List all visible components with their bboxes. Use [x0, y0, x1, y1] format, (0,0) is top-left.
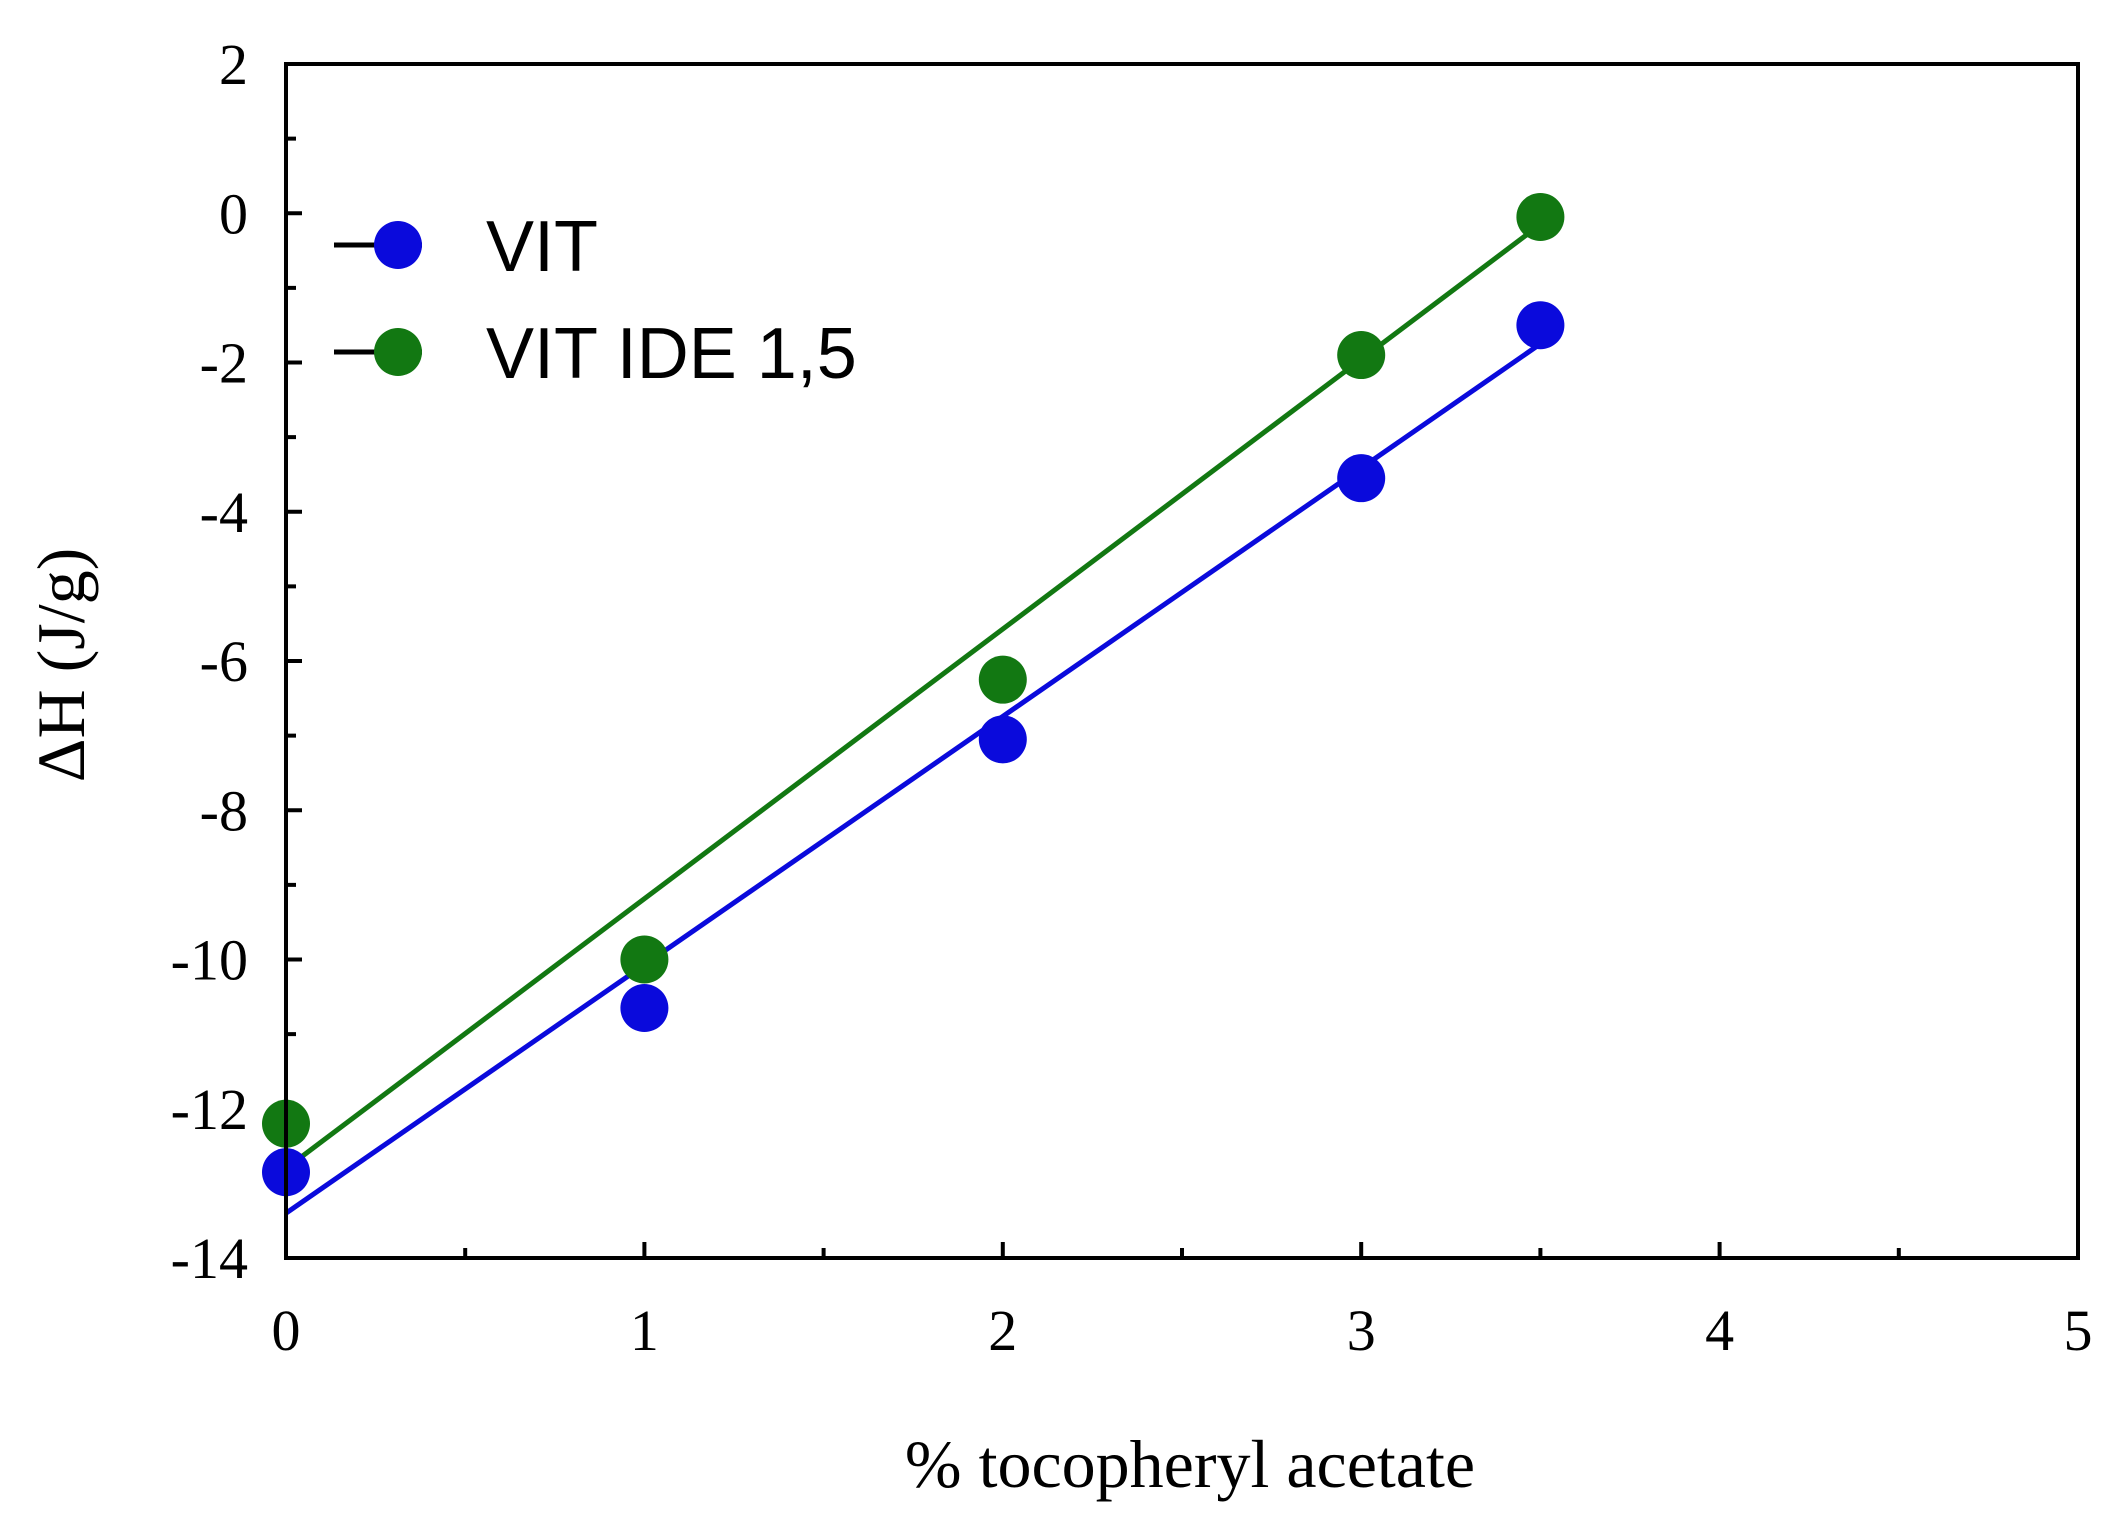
- y-tick-label: -8: [200, 778, 248, 843]
- legend-label-vit: VIT: [486, 207, 598, 287]
- y-tick-label: -6: [200, 629, 248, 694]
- x-tick-label: 1: [630, 1298, 659, 1363]
- y-tick-labels: -14 -12 -10 -8 -6 -4 -2 0 2: [171, 32, 248, 1291]
- x-tick-label: 4: [1705, 1298, 1734, 1363]
- data-point-series-1: [1516, 192, 1565, 241]
- x-tick-label: 3: [1347, 1298, 1376, 1363]
- legend: VIT VIT IDE 1,5: [334, 207, 857, 394]
- y-tick-label: 0: [219, 181, 248, 246]
- data-point-series-1: [1337, 331, 1386, 380]
- data-point-series-1: [620, 935, 669, 984]
- data-point-series-0: [1516, 301, 1565, 350]
- legend-marker-vit-ide: [374, 328, 422, 376]
- y-tick-label: -4: [200, 480, 248, 545]
- x-axis-title: % tocopheryl acetate: [905, 1426, 1475, 1502]
- minor-ticks: [286, 136, 1901, 1258]
- y-tick-label: -10: [171, 928, 248, 993]
- data-point-series-0: [620, 984, 669, 1033]
- fit-lines: [284, 222, 1542, 1216]
- fit-line-series-0: [284, 341, 1542, 1216]
- x-tick-label: 2: [988, 1298, 1017, 1363]
- data-point-series-0: [1337, 454, 1386, 503]
- y-tick-label: 2: [219, 32, 248, 97]
- y-tick-label: -14: [171, 1226, 248, 1291]
- legend-marker-vit: [374, 221, 422, 269]
- data-point-series-1: [978, 655, 1027, 704]
- y-axis-title: ΔH (J/g): [23, 548, 99, 782]
- legend-entry-vit-ide: VIT IDE 1,5: [334, 314, 857, 394]
- fit-line-series-1: [284, 222, 1542, 1171]
- y-tick-label: -12: [171, 1077, 248, 1142]
- legend-entry-vit: VIT: [334, 207, 598, 287]
- x-tick-label: 0: [272, 1298, 301, 1363]
- x-tick-labels: 0 1 2 3 4 5: [272, 1298, 2093, 1363]
- data-point-series-0: [978, 715, 1027, 764]
- plot-frame: [284, 62, 2080, 1260]
- y-tick-label: -2: [200, 331, 248, 396]
- legend-label-vit-ide: VIT IDE 1,5: [486, 314, 857, 394]
- x-tick-label: 5: [2064, 1298, 2093, 1363]
